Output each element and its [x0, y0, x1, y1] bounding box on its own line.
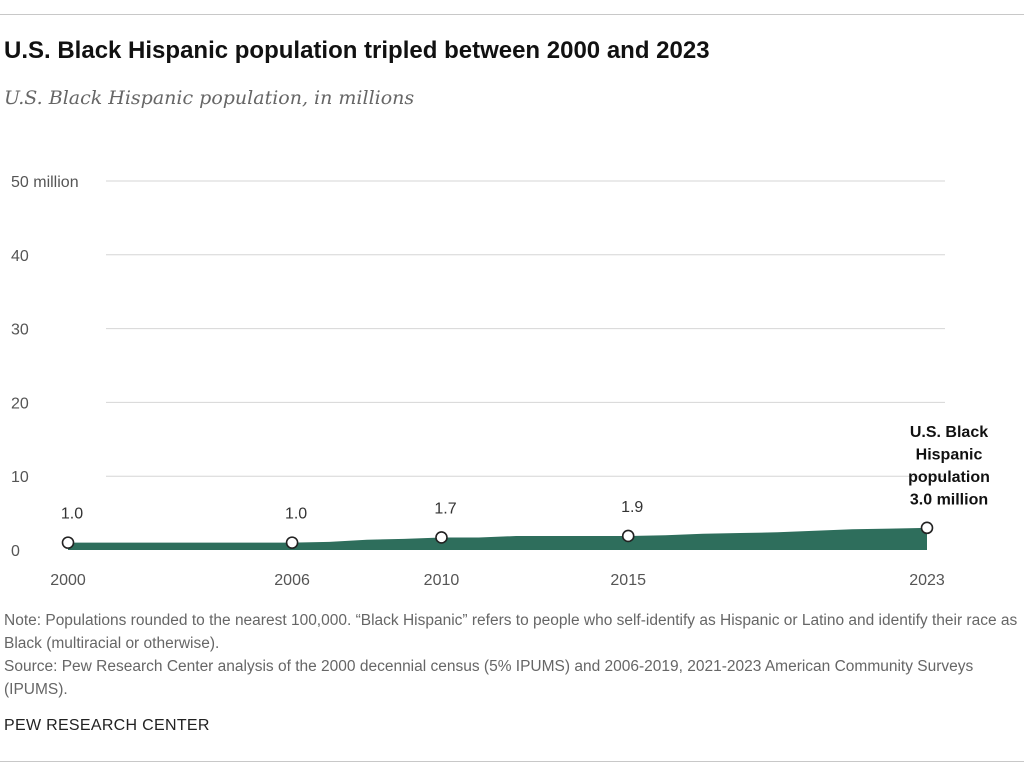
- end-annotation-line: Hispanic: [916, 447, 983, 464]
- x-tick-label-2006: 2006: [274, 572, 310, 589]
- x-tick-label-2023: 2023: [909, 572, 945, 589]
- x-tick-label-2010: 2010: [424, 572, 460, 589]
- data-point-2010: [435, 531, 448, 544]
- data-label-2006: 1.0: [285, 506, 307, 523]
- end-annotation-line: population: [908, 469, 990, 486]
- chart-subtitle: U.S. Black Hispanic population, in milli…: [4, 87, 415, 109]
- y-tick-label-20: 20: [11, 395, 29, 412]
- data-label-2010: 1.7: [434, 500, 456, 517]
- bottom-rule: [0, 761, 1024, 762]
- end-annotation-line: U.S. Black: [910, 424, 988, 441]
- pew-brand-label: PEW RESEARCH CENTER: [4, 717, 210, 734]
- population-area-chart: 0 10 20 30 40 50 million 2000 2006 2010 2015 2023 1…: [11, 174, 990, 589]
- x-tick-label-2000: 2000: [50, 572, 86, 589]
- note-text: Note: Populations rounded to the nearest…: [4, 612, 1018, 652]
- end-annotation: U.S. Black Hispanic population 3.0 million: [908, 424, 990, 509]
- data-point-2006: [285, 536, 299, 549]
- data-point-2000: [61, 536, 75, 549]
- source-text: Source: Pew Research Center analysis of …: [4, 658, 974, 698]
- data-label-2015: 1.9: [621, 499, 643, 516]
- y-tick-label-30: 30: [11, 322, 29, 339]
- y-tick-label-0: 0: [11, 543, 20, 560]
- y-tick-label-50: 50 million: [11, 174, 79, 191]
- end-annotation-line: 3.0 million: [910, 492, 988, 509]
- data-label-2000: 1.0: [61, 506, 83, 523]
- x-tick-label-2015: 2015: [610, 572, 646, 589]
- y-tick-label-10: 10: [11, 469, 29, 486]
- y-tick-label-40: 40: [11, 248, 29, 265]
- chart-title: U.S. Black Hispanic population tripled b…: [4, 37, 710, 64]
- footnote: Note: Populations rounded to the nearest…: [4, 609, 1020, 701]
- data-point-2015: [621, 529, 635, 543]
- top-rule: [0, 14, 1024, 15]
- series-area-0: [68, 527, 927, 550]
- data-point-2023: [920, 521, 934, 535]
